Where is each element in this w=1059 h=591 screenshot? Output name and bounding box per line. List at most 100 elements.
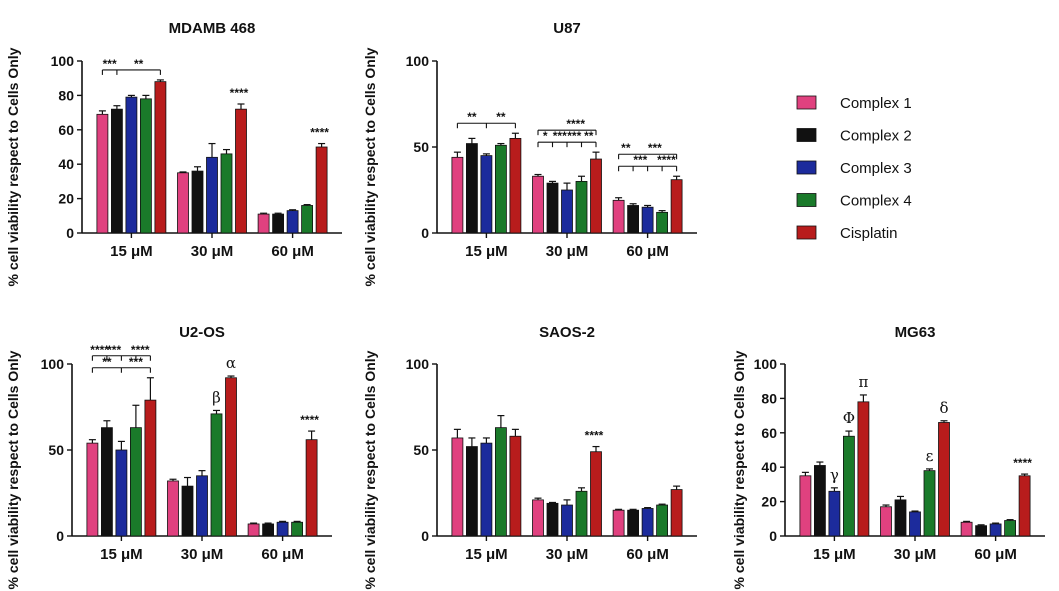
y-tick-label: 80: [761, 390, 777, 406]
bar: [509, 435, 522, 537]
bar: [575, 490, 588, 537]
comparison-label: ****: [566, 117, 585, 131]
bar: [262, 523, 275, 537]
bar: [144, 399, 157, 537]
comparison-label: ***: [567, 129, 581, 143]
comparison-label: **: [496, 110, 506, 124]
bar: [627, 205, 639, 234]
y-tick-label: 0: [56, 528, 64, 544]
chart-panel-1: MDAMB 468 % cell viability respect to Cel…: [5, 20, 342, 286]
bar: [276, 521, 289, 537]
y-tick-label: 50: [48, 442, 64, 458]
legend-swatch: [796, 225, 817, 240]
bar: [532, 175, 544, 234]
comparison-label: *: [543, 129, 548, 143]
y-tick-label: 0: [421, 225, 429, 241]
comparison-label: ****: [90, 343, 109, 357]
bar: [532, 499, 544, 537]
significance-label: ****: [585, 429, 604, 443]
bar: [96, 113, 109, 234]
y-axis-label: % cell viability respect to Cells Only: [362, 350, 378, 589]
bar: [451, 156, 464, 234]
significance-label: ****: [1013, 456, 1032, 470]
bar: [641, 508, 654, 537]
bar: [989, 523, 1002, 537]
y-tick-label: 60: [761, 425, 777, 441]
bar: [612, 199, 625, 234]
significance-label: π: [858, 373, 868, 391]
bar: [115, 449, 128, 537]
significance-label: γ: [830, 466, 839, 484]
bar: [272, 213, 285, 234]
significance-label: Φ: [843, 409, 855, 427]
bar: [206, 156, 218, 234]
legend-label: Complex 2: [840, 128, 912, 145]
bar: [494, 144, 507, 234]
x-category-label: 30 μM: [181, 546, 224, 563]
bar: [139, 98, 152, 234]
x-category-label: 15 μM: [110, 243, 153, 260]
bar: [129, 427, 142, 537]
significance-label: δ: [939, 399, 948, 417]
bar: [191, 170, 204, 234]
significance-label: β: [212, 388, 221, 406]
chart-panel-2: U87 % cell viability respect to Cells Onl…: [362, 20, 697, 286]
comparison-label: **: [584, 129, 594, 143]
bar: [247, 523, 260, 537]
bar: [154, 81, 167, 234]
x-category-label: 15 μM: [465, 243, 508, 260]
y-tick-label: 80: [58, 87, 74, 103]
y-tick-label: 50: [413, 442, 429, 458]
bar: [894, 499, 907, 537]
significance-label: α: [226, 354, 236, 372]
bar: [315, 146, 328, 234]
bar: [111, 108, 123, 234]
bar: [799, 475, 812, 537]
comparison-label: ****: [657, 153, 676, 167]
y-tick-label: 100: [406, 53, 430, 69]
y-tick-label: 20: [58, 191, 74, 207]
chart-title: MG63: [895, 324, 936, 341]
y-tick-label: 100: [51, 53, 75, 69]
y-tick-label: 100: [406, 356, 430, 372]
significance-label: ε: [926, 447, 934, 465]
bar: [451, 437, 464, 537]
legend-label: Complex 3: [840, 160, 912, 177]
x-category-label: 60 μM: [974, 546, 1017, 563]
y-tick-label: 100: [754, 356, 778, 372]
bar: [590, 451, 602, 537]
comparison-label: ***: [553, 129, 567, 143]
significance-label: ****: [300, 413, 319, 427]
bar: [612, 509, 625, 537]
bar: [828, 490, 841, 537]
bar: [1004, 520, 1016, 537]
bar: [305, 439, 318, 537]
bar: [627, 509, 639, 537]
legend-label: Cisplatin: [840, 225, 898, 242]
y-tick-label: 20: [761, 494, 777, 510]
bar: [575, 180, 588, 234]
bar: [125, 96, 138, 234]
y-tick-label: 0: [769, 528, 777, 544]
y-tick-label: 50: [413, 139, 429, 155]
bar: [975, 525, 987, 537]
bar: [225, 377, 237, 537]
comparison-label: **: [102, 355, 112, 369]
comparison-label: **: [621, 141, 631, 155]
bar: [670, 489, 683, 537]
bar: [167, 480, 179, 537]
y-tick-label: 0: [421, 528, 429, 544]
bar: [181, 485, 194, 537]
x-category-label: 60 μM: [271, 243, 314, 260]
bar: [909, 511, 921, 537]
legend-swatch: [796, 193, 817, 207]
y-tick-label: 60: [58, 122, 74, 138]
bar: [960, 521, 973, 537]
bar: [465, 446, 478, 537]
bar: [561, 189, 573, 234]
comparison-label: ***: [129, 355, 143, 369]
y-tick-label: 100: [41, 356, 65, 372]
bar: [561, 504, 573, 537]
bar: [843, 435, 855, 537]
